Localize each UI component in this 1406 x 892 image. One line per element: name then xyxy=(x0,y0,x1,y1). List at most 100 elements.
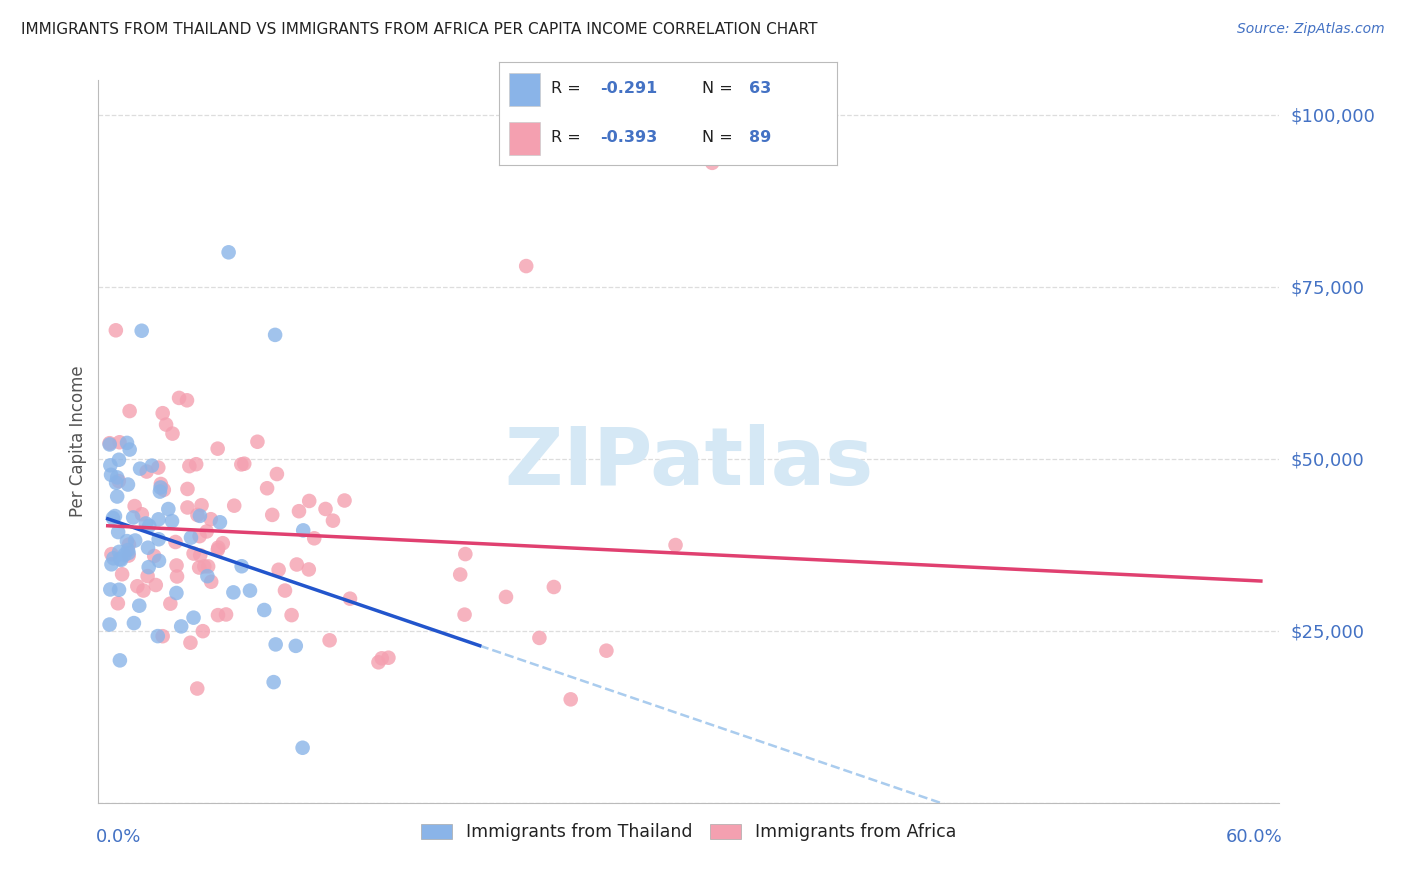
Point xyxy=(103,551,125,566)
Point xyxy=(104,509,127,524)
Point xyxy=(207,541,229,555)
Point xyxy=(449,567,471,582)
Bar xyxy=(509,73,540,105)
Point xyxy=(108,435,131,450)
Point xyxy=(105,490,128,504)
Point xyxy=(98,582,121,597)
Point xyxy=(166,569,188,583)
Point xyxy=(148,512,170,526)
Point xyxy=(166,558,188,573)
Point xyxy=(112,548,135,562)
Point xyxy=(127,579,149,593)
Point xyxy=(176,393,198,408)
Point xyxy=(157,502,180,516)
Point xyxy=(136,569,159,583)
Point xyxy=(152,406,174,420)
Point xyxy=(98,617,121,632)
Point xyxy=(239,583,262,598)
Text: ZIPat​las: ZIPat​las xyxy=(505,425,873,502)
Point xyxy=(207,442,229,456)
Point xyxy=(100,458,122,473)
Point xyxy=(302,531,325,545)
Point xyxy=(117,546,139,560)
Point xyxy=(135,465,157,479)
Point xyxy=(118,404,141,418)
Point xyxy=(264,327,287,342)
Point xyxy=(207,608,229,623)
Point xyxy=(165,586,187,600)
Point xyxy=(318,633,340,648)
Point xyxy=(143,549,166,563)
Point xyxy=(183,610,205,624)
Point xyxy=(101,511,124,525)
Point xyxy=(129,461,152,475)
Point xyxy=(288,504,311,518)
Point xyxy=(149,477,172,491)
Point xyxy=(280,608,302,623)
Point xyxy=(148,533,170,547)
Point xyxy=(367,655,389,669)
Point xyxy=(100,558,122,572)
Point xyxy=(108,582,131,597)
Point xyxy=(377,650,399,665)
Point xyxy=(128,599,150,613)
Point xyxy=(263,675,285,690)
Point xyxy=(108,545,131,559)
Point xyxy=(108,474,131,488)
Point xyxy=(322,514,344,528)
Point xyxy=(186,508,208,522)
Point xyxy=(274,583,297,598)
Point xyxy=(188,560,211,574)
Point xyxy=(108,552,131,566)
Text: R =: R = xyxy=(551,130,586,145)
Point xyxy=(131,507,153,521)
Text: 60.0%: 60.0% xyxy=(1226,828,1282,846)
Point xyxy=(98,437,121,451)
Point xyxy=(124,499,146,513)
Point xyxy=(165,535,187,549)
Point xyxy=(180,531,202,545)
Point xyxy=(148,554,170,568)
Point xyxy=(162,426,184,441)
Point xyxy=(200,574,222,589)
Point xyxy=(702,156,724,170)
Text: 89: 89 xyxy=(749,130,770,145)
Legend: Immigrants from Thailand, Immigrants from Africa: Immigrants from Thailand, Immigrants fro… xyxy=(415,816,963,848)
Point xyxy=(262,508,284,522)
Point xyxy=(148,460,170,475)
Point xyxy=(108,452,131,467)
Bar xyxy=(509,122,540,155)
Point xyxy=(118,442,141,457)
Point xyxy=(179,459,201,474)
Point xyxy=(193,559,215,574)
Point xyxy=(107,524,129,539)
Point xyxy=(111,567,134,582)
Point xyxy=(110,553,132,567)
Point xyxy=(149,481,172,495)
Point xyxy=(664,538,686,552)
Point xyxy=(264,637,287,651)
Point xyxy=(595,643,617,657)
Point xyxy=(122,616,145,631)
Point xyxy=(222,585,245,599)
Point xyxy=(100,547,122,561)
Point xyxy=(152,483,174,497)
Text: R =: R = xyxy=(551,81,586,96)
Point xyxy=(186,457,208,471)
Point xyxy=(195,524,218,539)
Point xyxy=(145,578,167,592)
Point xyxy=(135,516,157,531)
Text: -0.291: -0.291 xyxy=(600,81,658,96)
Point xyxy=(267,563,290,577)
Point xyxy=(246,434,269,449)
Point xyxy=(138,560,160,574)
Point xyxy=(256,481,278,495)
Point xyxy=(197,559,219,574)
Text: IMMIGRANTS FROM THAILAND VS IMMIGRANTS FROM AFRICA PER CAPITA INCOME CORRELATION: IMMIGRANTS FROM THAILAND VS IMMIGRANTS F… xyxy=(21,22,818,37)
Point xyxy=(117,549,139,563)
Point xyxy=(285,558,308,572)
Point xyxy=(107,596,129,610)
Point xyxy=(284,639,307,653)
Point xyxy=(529,631,551,645)
Point xyxy=(231,559,253,574)
